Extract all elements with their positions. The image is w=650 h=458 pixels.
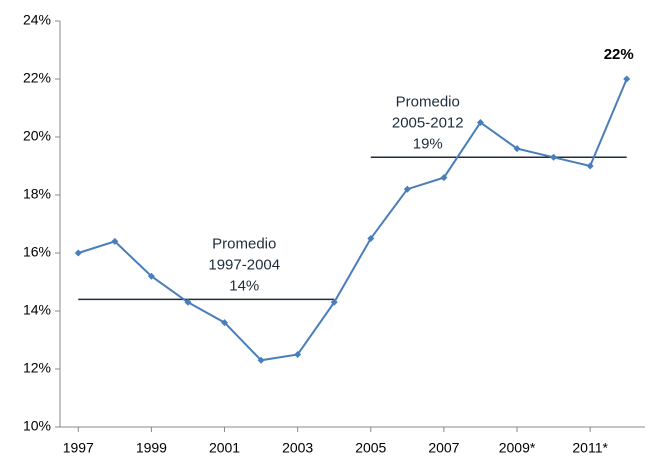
point	[221, 319, 229, 327]
average-label: 19%	[413, 135, 443, 152]
point	[330, 298, 338, 306]
point	[440, 174, 448, 182]
x-tick-label: 2011*	[572, 440, 608, 456]
average-title: Promedio	[396, 93, 460, 110]
average-period: 1997-2004	[208, 256, 280, 273]
y-tick-label: 14%	[23, 302, 51, 318]
x-tick-label: 2003	[282, 440, 313, 456]
x-tick-label: 2007	[428, 440, 459, 456]
x-tick-label: 2005	[355, 440, 386, 456]
point	[257, 356, 265, 364]
point	[74, 249, 82, 257]
point	[586, 162, 594, 170]
x-tick-label: 2009*	[499, 440, 536, 456]
series-line	[77, 78, 628, 362]
y-tick-label: 22%	[23, 70, 51, 86]
x-tick-label: 2001	[209, 440, 240, 456]
x-tick-label: 1997	[63, 440, 94, 456]
x-tick-label: 1999	[136, 440, 167, 456]
y-tick-label: 20%	[23, 128, 51, 144]
y-tick-label: 12%	[23, 360, 51, 376]
y-tick-label: 10%	[23, 418, 51, 434]
average-label: 14%	[229, 277, 259, 294]
point	[623, 75, 631, 83]
y-tick-label: 16%	[23, 244, 51, 260]
y-tick-label: 24%	[23, 12, 51, 28]
point	[147, 272, 155, 280]
point	[550, 153, 558, 161]
point	[111, 237, 119, 245]
point	[403, 185, 411, 193]
point	[294, 351, 302, 358]
point	[513, 145, 521, 153]
average-title: Promedio	[212, 235, 276, 252]
point	[476, 119, 484, 126]
y-tick-label: 18%	[23, 186, 51, 202]
point	[367, 235, 375, 242]
value-label: 22%	[604, 46, 634, 63]
average-period: 2005-2012	[392, 114, 464, 131]
point	[184, 298, 192, 306]
